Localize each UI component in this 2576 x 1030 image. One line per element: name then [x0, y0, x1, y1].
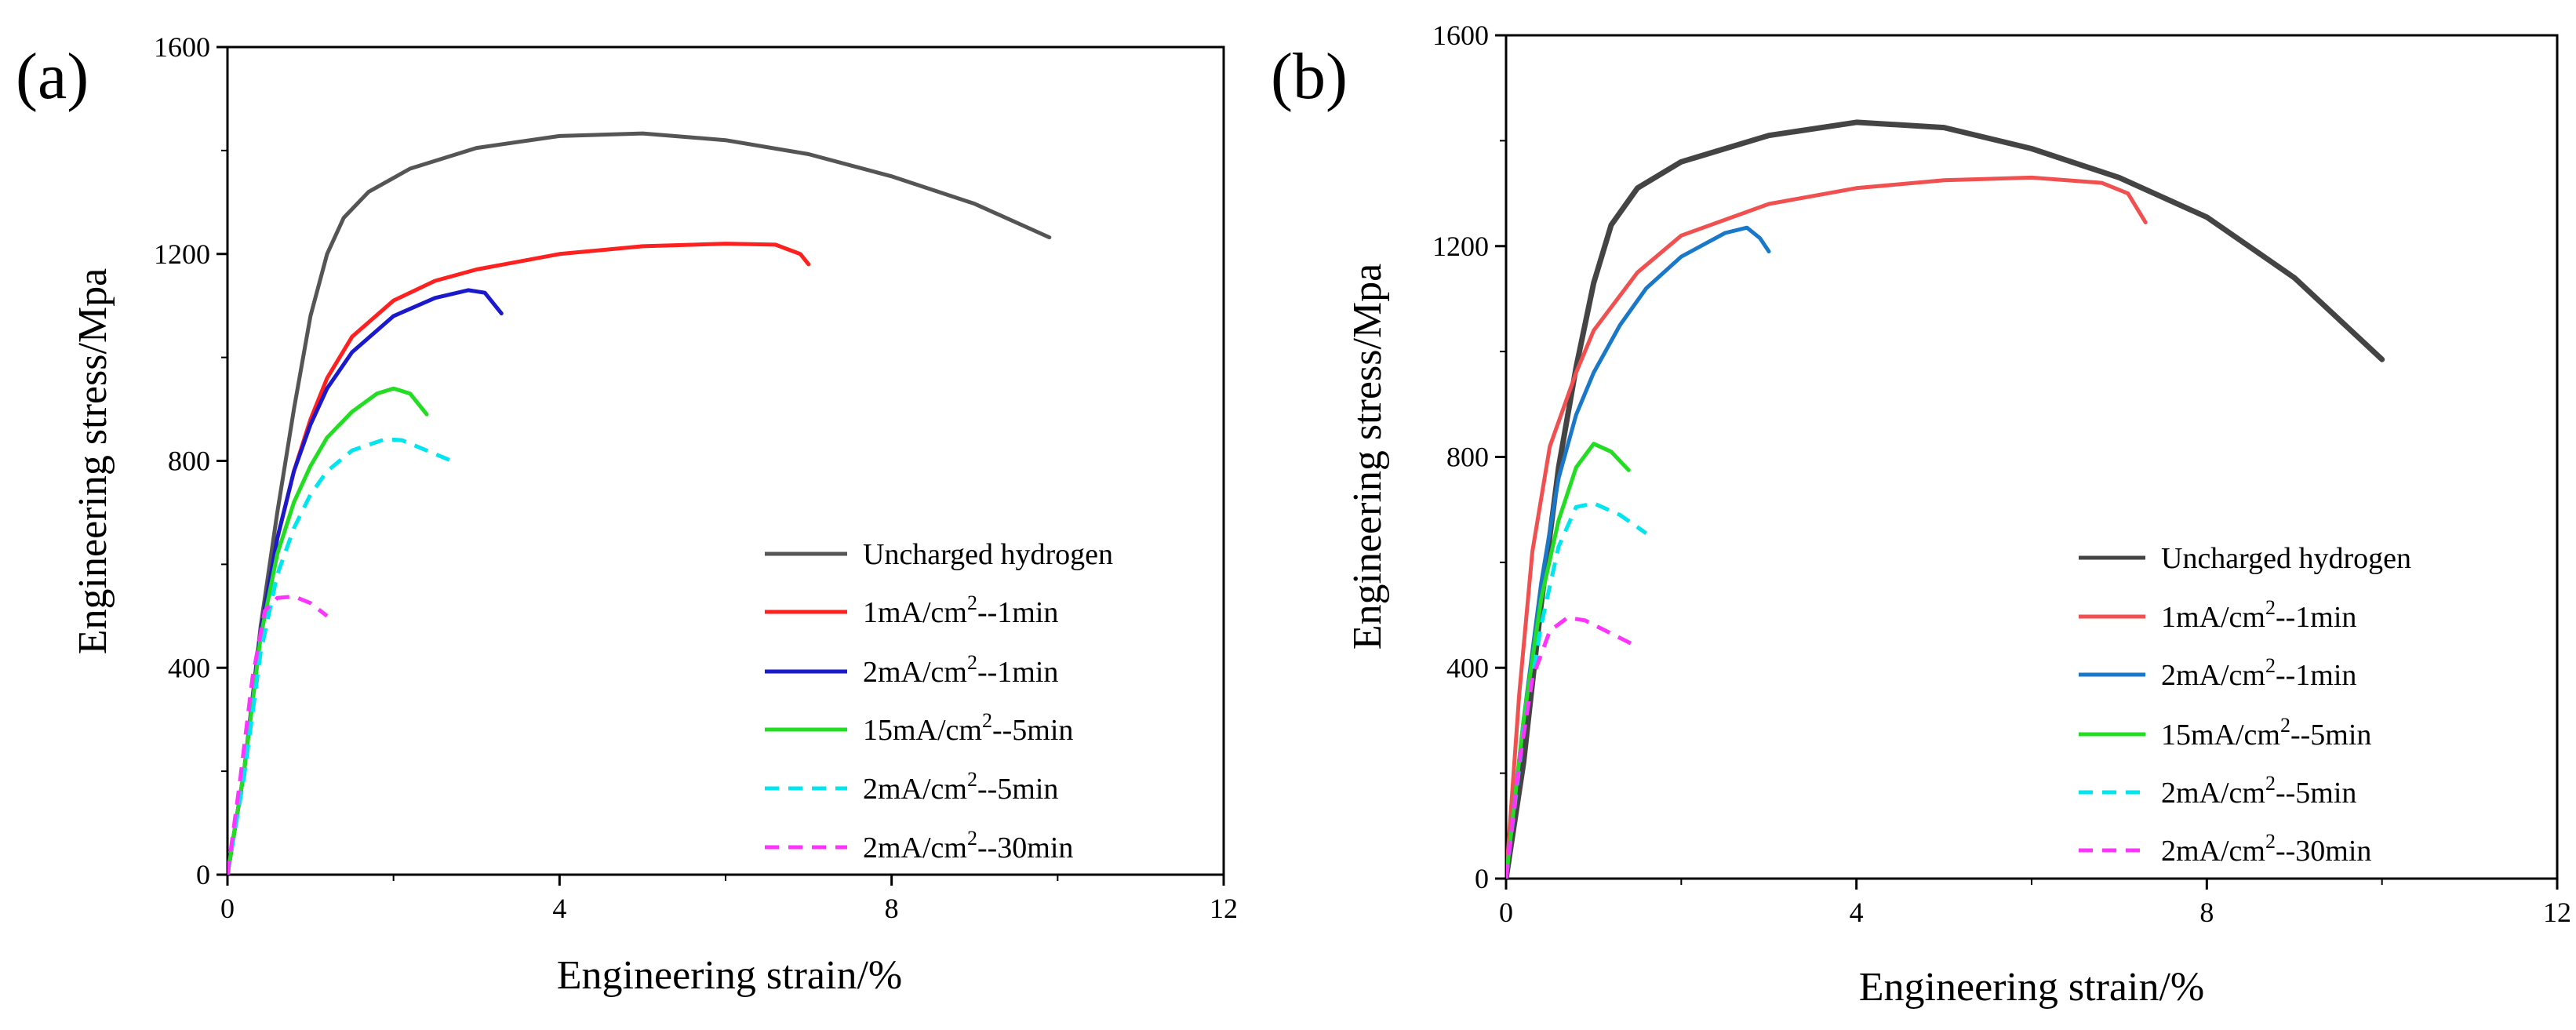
legend-text-part: --1min	[2276, 601, 2356, 634]
legend-label-3: 15mA/cm2--5min	[863, 709, 1073, 747]
y-tick-label: 800	[168, 446, 210, 477]
plot-frame	[1504, 34, 2559, 880]
legend-text-part: 15mA/cm	[863, 714, 982, 747]
legend-text-part: 1mA/cm	[2161, 601, 2265, 634]
legend-text-part: Uncharged hydrogen	[2161, 542, 2411, 575]
series-line-3	[227, 386, 429, 875]
legend-text-part: --30min	[2276, 835, 2371, 868]
legend-text-part: 2mA/cm	[2161, 835, 2265, 868]
legend-text-part: --5min	[2276, 777, 2356, 810]
legend-label-5: 2mA/cm2--30min	[2161, 830, 2371, 868]
x-tick-label: 4	[552, 893, 566, 924]
panel-label: (a)	[16, 40, 89, 113]
legend-label-0: Uncharged hydrogen	[863, 538, 1113, 571]
legend-text-part: 2mA/cm	[2161, 777, 2265, 810]
x-tick-label: 4	[1850, 897, 1864, 928]
legend-text-part: --30min	[977, 832, 1073, 864]
y-tick-label: 1200	[1432, 231, 1489, 262]
series-line-1	[227, 242, 811, 875]
x-tick-label: 12	[1210, 893, 1238, 924]
legend-superscript: 2	[967, 591, 977, 614]
legend-label-1: 1mA/cm2--1min	[2161, 596, 2356, 634]
y-tick-label: 400	[168, 652, 210, 683]
legend-superscript: 2	[967, 827, 977, 850]
legend-label-2: 2mA/cm2--1min	[2161, 654, 2356, 692]
y-axis-label: Engineering stress/Mpa	[71, 268, 115, 654]
x-tick-label: 12	[2543, 897, 2571, 928]
series-line-5	[1506, 615, 1639, 879]
y-axis-label: Engineering stress/Mpa	[1345, 264, 1390, 650]
chart-panel-1: 0 4 8 12 0 400 800 1200 1600 Engineering strain/%…	[1271, 20, 2571, 1010]
legend-superscript: 2	[2265, 830, 2276, 853]
legend-label-2: 2mA/cm2--1min	[863, 651, 1058, 689]
chart-panel-0: 0 4 8 12 0 400 800 1200 1600 Engineering strain/%…	[16, 31, 1238, 998]
legend-text-part: --1min	[2276, 659, 2356, 692]
legend-text-part: --5min	[2290, 719, 2371, 752]
legend-text-part: 2mA/cm	[863, 773, 967, 806]
legend-superscript: 2	[2280, 714, 2290, 737]
legend-text-part: 2mA/cm	[863, 832, 967, 864]
series-line-0	[1506, 119, 2385, 879]
y-tick-label: 1200	[154, 238, 210, 270]
legend-superscript: 2	[982, 709, 992, 732]
x-tick-label: 0	[220, 893, 235, 924]
legend-label-3: 15mA/cm2--5min	[2161, 714, 2371, 752]
legend-superscript: 2	[2265, 654, 2276, 677]
plot-frame	[226, 45, 1225, 876]
legend-superscript: 2	[967, 768, 977, 791]
panel-label: (b)	[1271, 40, 1348, 113]
series-line-4	[227, 437, 453, 875]
y-tick-label: 0	[196, 859, 210, 890]
y-tick-label: 800	[1446, 442, 1489, 473]
legend-label-1: 1mA/cm2--1min	[863, 591, 1058, 629]
legend-text-part: Uncharged hydrogen	[863, 538, 1113, 571]
legend-text-part: 1mA/cm	[863, 596, 967, 629]
x-axis-label: Engineering strain/%	[1859, 965, 2204, 1010]
series-line-3	[1506, 442, 1631, 879]
legend-superscript: 2	[2265, 596, 2276, 619]
legend-superscript: 2	[967, 651, 977, 674]
x-tick-label: 0	[1499, 897, 1513, 928]
series-line-1	[1506, 175, 2148, 879]
legend-text-part: --5min	[992, 714, 1073, 747]
legend-superscript: 2	[2265, 772, 2276, 795]
series-line-0	[227, 131, 1052, 875]
legend-label-4: 2mA/cm2--5min	[863, 768, 1058, 806]
legend-text-part: 15mA/cm	[2161, 719, 2280, 752]
legend-label-0: Uncharged hydrogen	[2161, 542, 2411, 575]
y-tick-label: 1600	[1432, 20, 1489, 51]
legend-text-part: 2mA/cm	[863, 656, 967, 689]
y-tick-label: 0	[1475, 863, 1489, 894]
series-line-2	[227, 288, 504, 875]
legend-text-part: 2mA/cm	[2161, 659, 2265, 692]
series-line-2	[1506, 225, 1771, 879]
legend-text-part: --5min	[977, 773, 1058, 806]
legend-label-4: 2mA/cm2--5min	[2161, 772, 2356, 810]
x-axis-label: Engineering strain/%	[557, 953, 902, 998]
x-tick-label: 8	[885, 893, 899, 924]
y-tick-label: 400	[1446, 652, 1489, 683]
legend-label-5: 2mA/cm2--30min	[863, 827, 1073, 864]
series-line-5	[227, 594, 329, 875]
y-tick-label: 1600	[154, 31, 210, 63]
legend-text-part: --1min	[977, 596, 1058, 629]
legend-text-part: --1min	[977, 656, 1058, 689]
x-tick-label: 8	[2199, 897, 2214, 928]
